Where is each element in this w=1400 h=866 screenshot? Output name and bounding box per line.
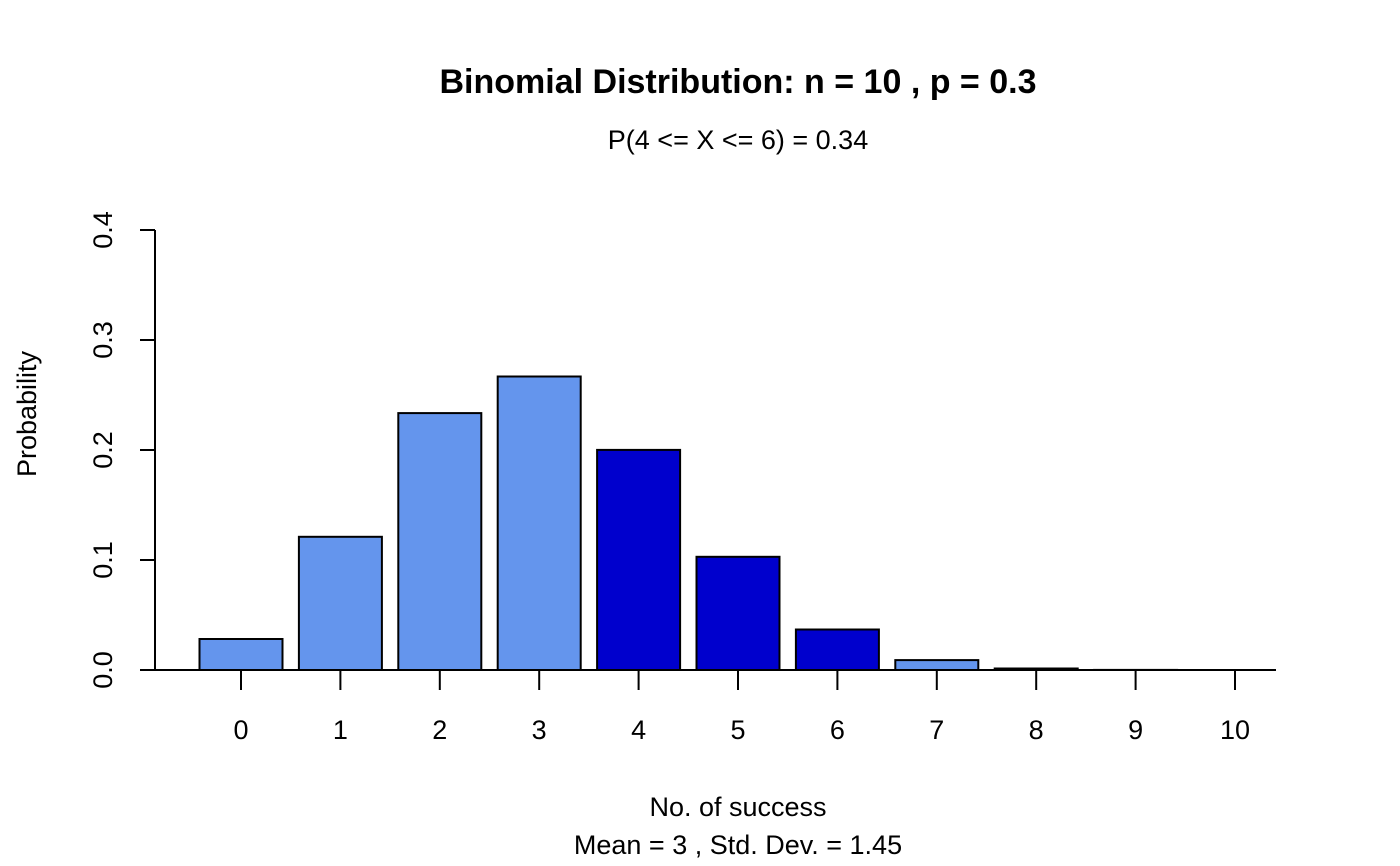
bar-2 bbox=[397, 412, 483, 671]
bar-6 bbox=[794, 628, 880, 671]
x-tick-label: 0 bbox=[233, 715, 248, 745]
x-axis-label: No. of success bbox=[649, 792, 826, 822]
x-tick-label: 1 bbox=[333, 715, 348, 745]
x-tick-label: 8 bbox=[1029, 715, 1044, 745]
bar-7 bbox=[894, 659, 980, 671]
bar-3 bbox=[496, 375, 582, 671]
chart-subtitle: P(4 <= X <= 6) = 0.34 bbox=[608, 125, 868, 155]
x-tick-label: 5 bbox=[730, 715, 745, 745]
x-tick-label: 7 bbox=[929, 715, 944, 745]
x-ticks-group: 0 1 2 3 4 5 6 7 8 9 10 bbox=[233, 670, 1250, 745]
x-tick-label: 6 bbox=[830, 715, 845, 745]
x-tick-label: 9 bbox=[1128, 715, 1143, 745]
x-axis-sublabel: Mean = 3 , Std. Dev. = 1.45 bbox=[574, 830, 902, 860]
bar-5 bbox=[695, 555, 781, 671]
y-tick-label: 0.0 bbox=[88, 651, 118, 689]
y-ticks-group: 0.0 0.1 0.2 0.3 0.4 bbox=[88, 211, 155, 689]
y-tick-label: 0.1 bbox=[88, 541, 118, 579]
x-tick-label: 3 bbox=[532, 715, 547, 745]
bar-4 bbox=[596, 448, 682, 671]
y-tick-label: 0.2 bbox=[88, 431, 118, 469]
x-tick-label: 4 bbox=[631, 715, 646, 745]
y-axis-label: Probability bbox=[12, 350, 42, 477]
y-tick-label: 0.4 bbox=[88, 211, 118, 249]
x-tick-label: 10 bbox=[1220, 715, 1250, 745]
x-tick-label: 2 bbox=[432, 715, 447, 745]
bars-group bbox=[198, 375, 1179, 672]
chart-title: Binomial Distribution: n = 10 , p = 0.3 bbox=[440, 63, 1037, 101]
bar-0 bbox=[198, 638, 284, 671]
y-tick-label: 0.3 bbox=[88, 321, 118, 359]
bar-1 bbox=[297, 535, 383, 671]
